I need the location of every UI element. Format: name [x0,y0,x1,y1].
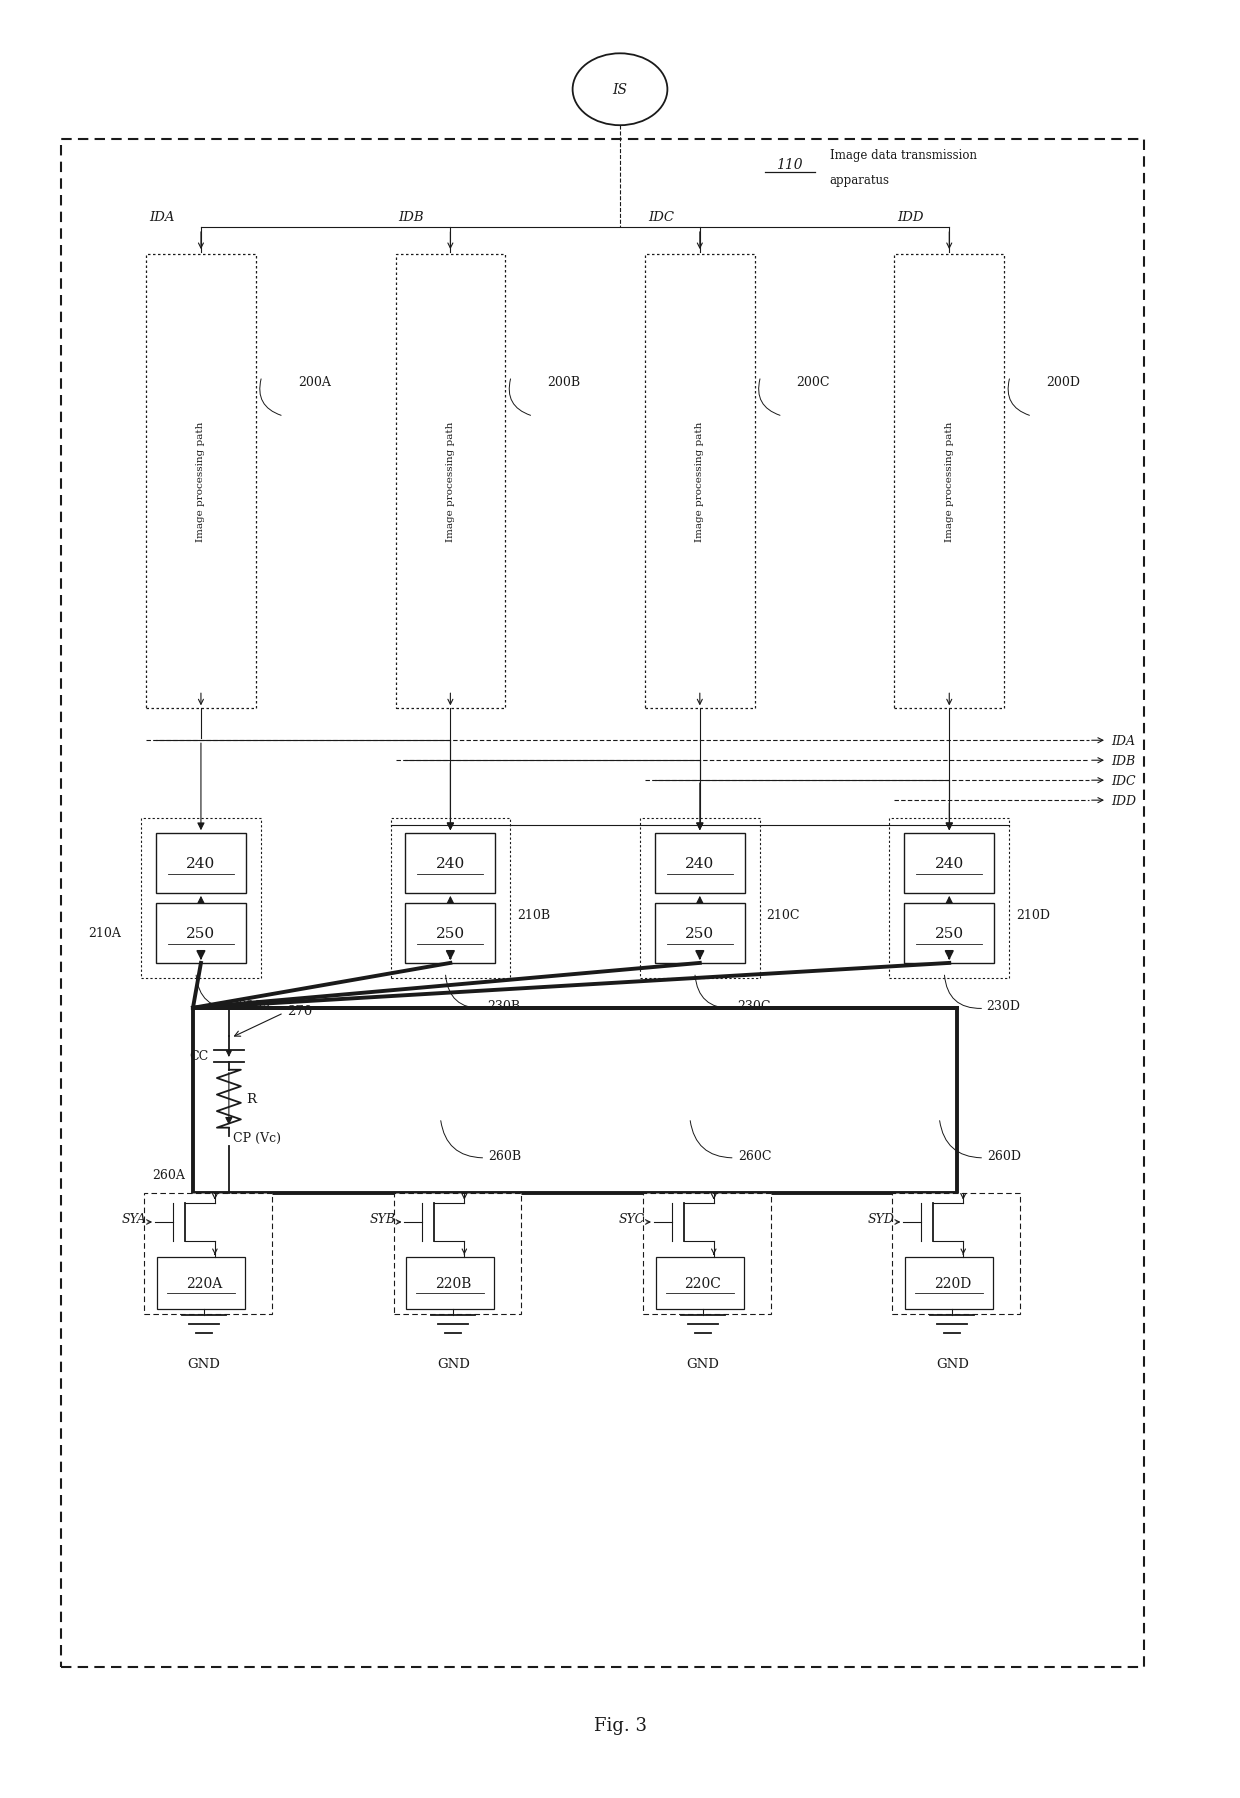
Text: 200B: 200B [547,376,580,388]
Bar [904,903,994,964]
Bar [193,1009,957,1192]
Text: IDB: IDB [1111,755,1135,768]
Text: 200A: 200A [298,376,331,388]
Text: Image processing path: Image processing path [696,423,704,541]
Bar [405,834,495,894]
Bar [144,1192,272,1314]
Text: GND: GND [436,1357,470,1370]
Text: IDA: IDA [1111,734,1135,748]
Text: 250: 250 [686,926,714,940]
Text: 210D: 210D [1016,910,1050,922]
Bar [655,834,745,894]
Text: CP (Vc): CP (Vc) [233,1131,281,1145]
Bar [655,903,745,964]
Bar [407,1259,495,1309]
Text: IDC: IDC [1111,775,1136,788]
Bar [393,1192,521,1314]
Text: 200D: 200D [1047,376,1080,388]
Text: 220B: 220B [435,1277,471,1291]
Text: 260A: 260A [153,1169,185,1181]
Bar [645,255,755,708]
Text: 230D: 230D [986,1000,1021,1012]
Text: 110: 110 [776,158,804,173]
Bar [889,818,1009,978]
Bar [894,255,1004,708]
Bar [905,1259,993,1309]
Text: 230B: 230B [487,1000,521,1012]
Bar [141,818,260,978]
Text: IDD: IDD [898,210,924,223]
Text: 240: 240 [186,856,216,870]
Text: IDD: IDD [1111,795,1136,807]
Text: 210A: 210A [88,928,122,940]
Text: IDC: IDC [649,210,673,223]
Text: IDB: IDB [398,210,424,223]
Bar [904,834,994,894]
Text: Image processing path: Image processing path [945,423,954,541]
Text: 240: 240 [935,856,963,870]
Text: GND: GND [187,1357,221,1370]
Text: 210B: 210B [517,910,551,922]
Bar [396,255,505,708]
Text: 220D: 220D [934,1277,971,1291]
Text: 230C: 230C [737,1000,770,1012]
Text: 240: 240 [686,856,714,870]
Bar [656,1259,744,1309]
Text: IDA: IDA [149,210,175,223]
Text: 230A: 230A [238,1000,270,1012]
Bar [146,255,255,708]
Text: 270: 270 [286,1005,312,1018]
Text: R: R [246,1093,255,1106]
Text: Image processing path: Image processing path [196,423,206,541]
Text: SYA: SYA [122,1212,146,1224]
Text: Image processing path: Image processing path [446,423,455,541]
Text: 260C: 260C [738,1149,771,1163]
Text: GND: GND [687,1357,719,1370]
Bar [893,1192,1021,1314]
Text: 220A: 220A [186,1277,222,1291]
Text: 250: 250 [935,926,963,940]
Bar [156,834,246,894]
Ellipse shape [573,54,667,126]
Bar [640,818,760,978]
Text: 260D: 260D [987,1149,1022,1163]
Text: apparatus: apparatus [830,174,889,187]
Bar [157,1259,244,1309]
Text: GND: GND [936,1357,968,1370]
Text: SYC: SYC [619,1212,645,1224]
Text: 250: 250 [435,926,465,940]
Bar [391,818,510,978]
Text: Fig. 3: Fig. 3 [594,1715,646,1733]
Bar [61,140,1143,1667]
Text: 200C: 200C [796,376,830,388]
Text: Image data transmission: Image data transmission [830,149,977,162]
Text: SYD: SYD [868,1212,894,1224]
Text: 250: 250 [186,926,216,940]
Bar [405,903,495,964]
Bar [644,1192,771,1314]
Text: 260B: 260B [489,1149,522,1163]
Text: 240: 240 [435,856,465,870]
Text: SYB: SYB [370,1212,396,1224]
Text: CC: CC [190,1050,208,1063]
Text: 220C: 220C [684,1277,722,1291]
Bar [156,903,246,964]
Text: IS: IS [613,83,627,97]
Text: 210C: 210C [766,910,800,922]
